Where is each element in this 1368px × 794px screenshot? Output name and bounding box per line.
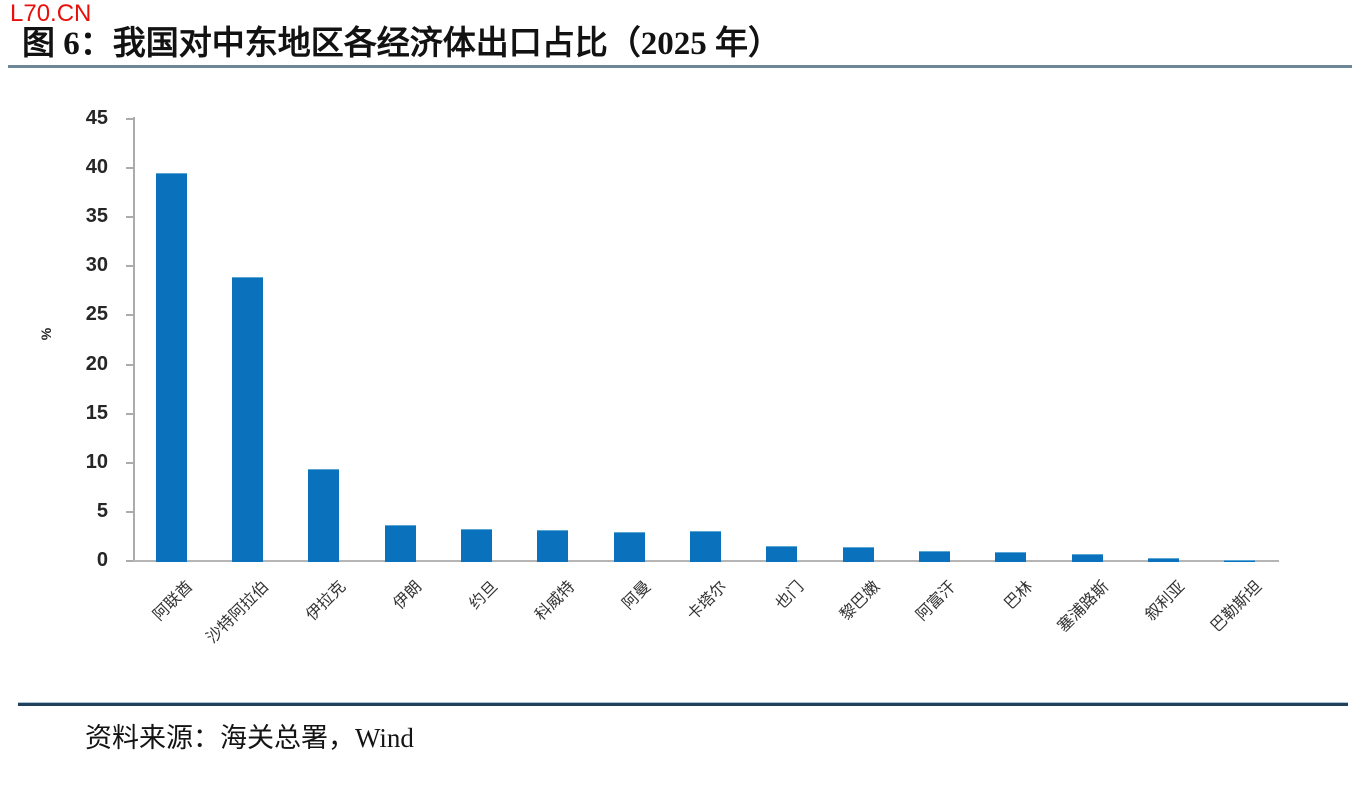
watermark: L70.CN	[10, 0, 92, 27]
x-tick-label: 黎巴嫩	[837, 578, 884, 625]
x-tick-label: 伊朗	[390, 578, 426, 613]
bar	[537, 530, 568, 562]
x-tick-label: 也门	[772, 578, 808, 613]
source-divider	[18, 702, 1348, 706]
bar	[1224, 560, 1255, 562]
x-tick-label: 塞浦路斯	[1055, 578, 1113, 636]
y-axis-tick	[126, 510, 133, 513]
bar	[156, 173, 187, 562]
bar	[1148, 558, 1179, 562]
y-axis-tick	[126, 412, 133, 415]
y-axis-tick	[126, 363, 133, 366]
bar	[690, 531, 721, 562]
y-axis-tick	[126, 167, 133, 170]
bar	[995, 552, 1026, 562]
y-tick-label: 5	[96, 499, 108, 522]
x-tick-label: 卡塔尔	[684, 578, 731, 625]
title-divider	[8, 65, 1352, 68]
y-tick-label: 15	[85, 401, 108, 424]
x-tick-label: 伊拉克	[303, 578, 350, 625]
y-axis-tick	[126, 560, 133, 562]
y-axis-line	[133, 117, 135, 562]
bar	[843, 547, 874, 562]
y-tick-label: 30	[85, 254, 108, 277]
bar	[461, 529, 492, 562]
y-tick-label: 40	[85, 156, 108, 179]
x-tick-label: 叙利亚	[1142, 578, 1189, 625]
y-tick-label: 25	[85, 303, 108, 326]
bar	[766, 546, 797, 562]
y-axis-tick	[126, 118, 133, 120]
x-tick-label: 巴林	[1001, 578, 1037, 613]
y-axis-tick	[126, 216, 133, 219]
x-tick-label: 科威特	[532, 578, 579, 625]
x-tick-label: 巴勒斯坦	[1207, 578, 1266, 636]
chart-title: 图 6：我国对中东地区各经济体出口占比（2025 年）	[22, 26, 781, 62]
y-tick-label: 35	[85, 205, 108, 228]
y-tick-label: 10	[85, 450, 108, 473]
x-tick-label: 阿富汗	[913, 578, 960, 625]
bar	[919, 551, 950, 562]
x-tick-label: 阿联酋	[150, 578, 197, 625]
x-tick-label: 约旦	[467, 578, 502, 613]
x-tick-label: 阿曼	[619, 578, 655, 613]
bar	[1072, 554, 1103, 562]
bar	[385, 525, 416, 562]
y-axis-tick	[126, 314, 133, 317]
y-tick-label: 20	[85, 352, 108, 375]
bar	[614, 532, 645, 562]
y-axis-tick	[126, 265, 133, 268]
y-tick-label: 0	[96, 549, 108, 571]
bar	[232, 277, 263, 562]
source-note: 资料来源：海关总署，Wind	[85, 723, 414, 753]
bar	[308, 469, 339, 562]
x-tick-label: 沙特阿拉伯	[204, 578, 273, 647]
y-axis-title: %	[38, 327, 55, 341]
y-axis-tick	[126, 461, 133, 464]
y-tick-label: 45	[85, 107, 108, 129]
